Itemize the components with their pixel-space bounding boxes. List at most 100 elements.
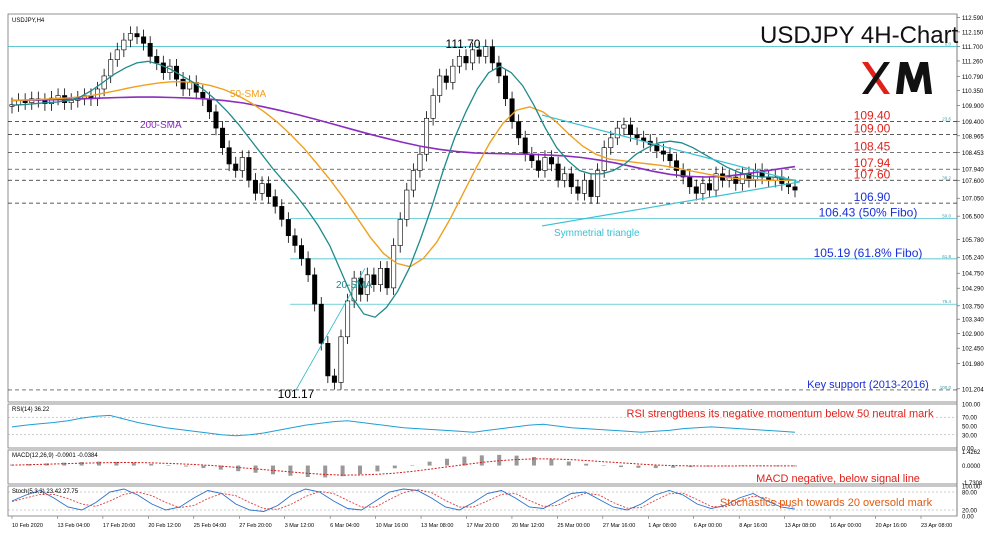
price-y-tick-label: 105.780 [962,238,984,244]
macd-bar [236,465,241,472]
candle-body [246,157,252,181]
candle-body [489,46,495,64]
rsi-annotation: RSI strengthens its negative momentum be… [627,408,934,420]
x-tick-label: 16 Apr 00:00 [830,523,861,529]
macd-annotation: MACD negative, below signal line [756,473,920,485]
price-y-tick-label: 104.290 [962,287,984,293]
candle-body [588,179,594,197]
candle-body [312,274,318,305]
triangle-label: Symmetrial triangle [554,228,640,239]
x-tick-label: 1 Apr 08:00 [648,523,676,529]
x-tick-label: 13 Feb 04:00 [57,523,89,529]
candle-body [345,300,351,338]
candle-body [417,153,423,171]
candle-body [437,75,443,96]
candle-body [200,91,206,100]
price-y-tick-label: 102.450 [962,347,984,353]
macd-bar [427,461,432,466]
x-tick-label: 10 Feb 2020 [12,523,43,529]
rsi-title: RSI(14) 36.22 [12,407,50,413]
level-label: 105.19 (61.8% Fibo) [814,246,923,260]
candle-body [502,75,508,100]
macd-bar [514,455,519,466]
candle-body [687,176,693,188]
macd-bar [62,462,67,466]
macd-bar [653,465,658,469]
candle-body [292,235,298,246]
candle-body [660,150,666,155]
candle-body [700,183,706,194]
candle-body [470,49,476,64]
fib-tag: 23.6 [942,117,951,122]
candle-body [516,121,522,139]
symbol-label: USDJPY,H4 [12,18,45,24]
trough-label: 101.17 [278,387,315,401]
candle-body [549,157,555,165]
price-y-tick-label: 109.900 [962,104,984,110]
price-y-tick-label: 108.965 [962,134,984,140]
macd-y-tick-label: -1.7308 [962,481,983,487]
price-y-tick-label: 109.400 [962,120,984,126]
candle-body [147,43,153,57]
price-y-tick-label: 105.240 [962,256,984,262]
macd-bar [601,465,606,467]
macd-bar [253,465,258,473]
macd-bar [271,465,275,475]
x-tick-label: 6 Mar 04:00 [330,523,359,529]
macd-bar [97,461,101,466]
price-y-tick-label: 103.750 [962,304,984,310]
fib-tag: 61.8 [942,254,951,259]
candle-body [325,343,331,377]
macd-bar [566,461,571,466]
macd-bar [375,465,380,472]
fib-tag: 50.0 [942,213,951,218]
candle-body [233,163,239,171]
candle-body [614,127,620,139]
rsi-y-tick-label: 0.00 [962,447,974,453]
page-title: USDJPY 4H-Chart [760,22,959,49]
candle-body [364,274,370,295]
candle-body [180,78,186,90]
price-panel-frame [7,13,958,403]
candle-body [410,170,416,191]
x-tick-label: 20 Apr 16:00 [876,523,907,529]
candle-body [384,268,390,289]
level-label: 109.40 [854,109,891,123]
candle-body [542,157,548,171]
macd-bar [445,458,449,466]
macd-bar [340,465,345,477]
sma20-label: 20-SMA [336,280,372,291]
macd-bar [497,454,502,466]
macd-bar [410,465,415,466]
x-tick-label: 13 Mar 08:00 [421,523,453,529]
candle-body [114,49,120,60]
macd-bar [358,465,362,475]
candle-body [141,36,147,44]
fib-tag: 100.0 [940,385,952,390]
candle-body [608,137,614,148]
macd-bar [79,462,84,466]
price-y-tick-label: 106.500 [962,215,984,221]
price-y-tick-label: 112.150 [962,30,984,36]
price-y-tick-label: 110.790 [962,75,984,81]
stoch-main-line [11,488,796,512]
x-tick-label: 25 Feb 04:00 [194,523,226,529]
candle-body [108,59,114,77]
candle-body [424,118,430,155]
level-label: 109.00 [854,122,891,136]
candle-body [522,137,528,155]
candle-body [226,147,232,165]
fib-tag: 0.0 [945,42,952,47]
fib-tag: 38.2 [942,175,951,180]
candle-body [285,219,291,237]
x-tick-label: 27 Mar 16:00 [603,523,635,529]
macd-bar [27,464,32,466]
candle-body [154,56,160,64]
candle-body [509,98,515,122]
candle-body [621,124,627,129]
candle-body [667,153,673,162]
candle-body [476,49,482,57]
candle-body [555,163,561,181]
candle-body [568,173,574,188]
